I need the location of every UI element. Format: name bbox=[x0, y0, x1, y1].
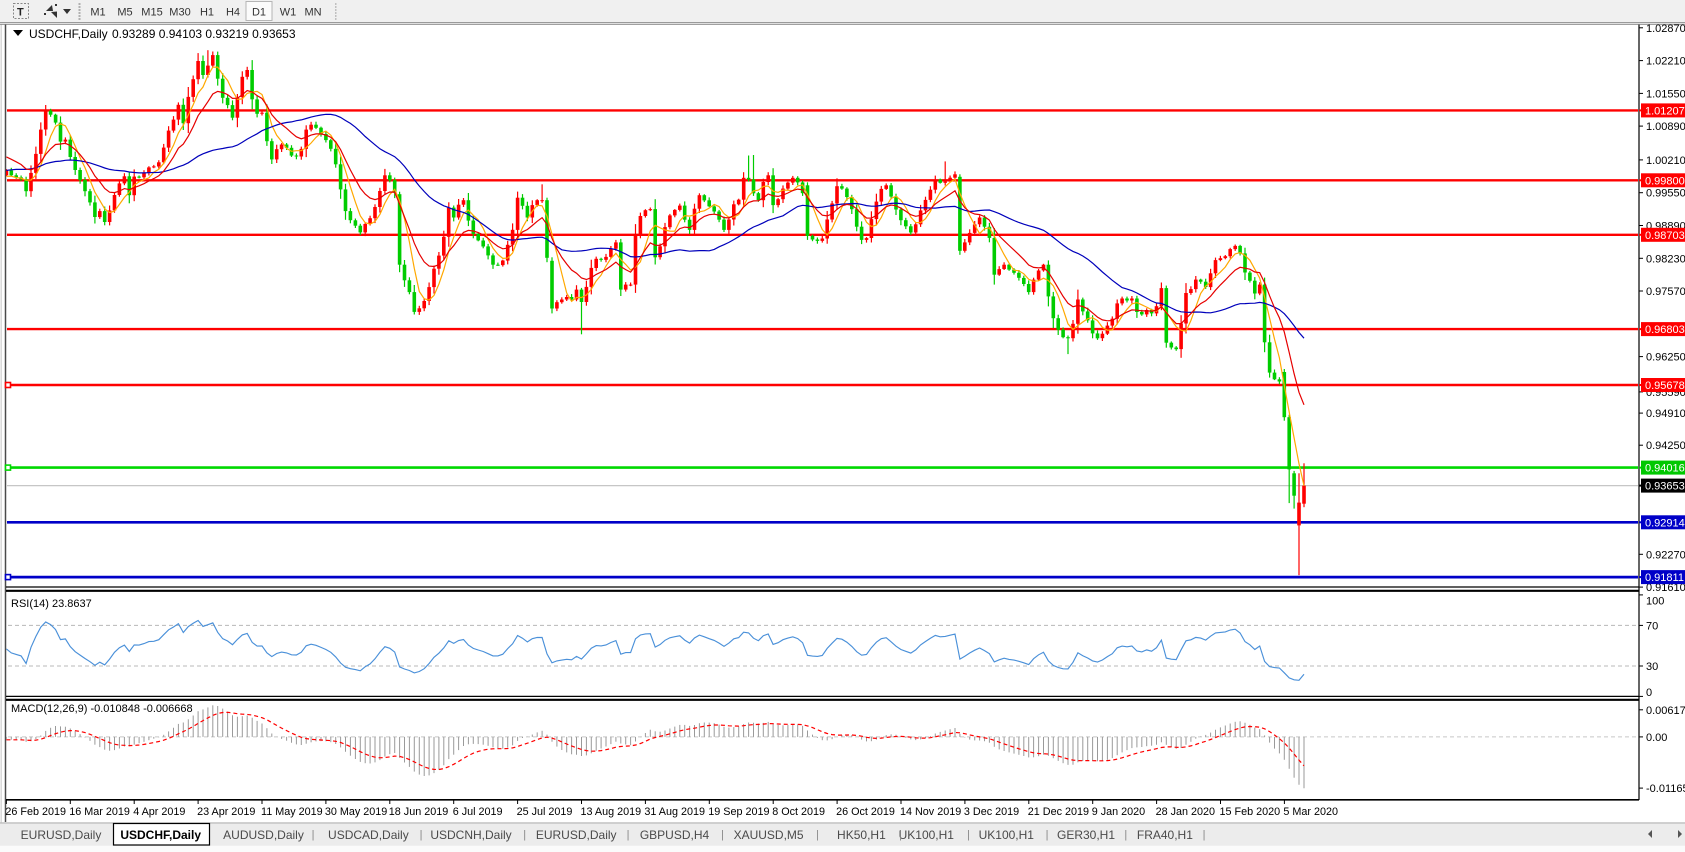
svg-text:0.97570: 0.97570 bbox=[1646, 286, 1685, 298]
svg-text:M1: M1 bbox=[90, 7, 105, 19]
svg-text:5 Mar 2020: 5 Mar 2020 bbox=[1283, 806, 1338, 818]
svg-text:15 Feb 2020: 15 Feb 2020 bbox=[1220, 806, 1281, 818]
svg-text:16 Mar 2019: 16 Mar 2019 bbox=[69, 806, 130, 818]
svg-text:M30: M30 bbox=[169, 7, 190, 19]
svg-text:|: | bbox=[420, 829, 423, 841]
svg-text:1.00890: 1.00890 bbox=[1646, 121, 1685, 133]
svg-text:HK50,H1: HK50,H1 bbox=[837, 828, 886, 842]
svg-text:UK100,H1: UK100,H1 bbox=[979, 828, 1035, 842]
svg-text:RSI(14) 23.8637: RSI(14) 23.8637 bbox=[11, 598, 92, 610]
svg-text:EURUSD,Daily: EURUSD,Daily bbox=[21, 828, 102, 842]
svg-text:H1: H1 bbox=[200, 7, 214, 19]
svg-text:0.00: 0.00 bbox=[1646, 732, 1667, 744]
svg-text:|: | bbox=[816, 829, 819, 841]
svg-text:0: 0 bbox=[1646, 687, 1652, 699]
svg-text:14 Nov 2019: 14 Nov 2019 bbox=[900, 806, 961, 818]
svg-text:UK100,H1: UK100,H1 bbox=[899, 828, 955, 842]
svg-text:USDCHF,Daily: USDCHF,Daily bbox=[29, 27, 108, 41]
svg-text:-0.011658: -0.011658 bbox=[1646, 783, 1685, 795]
svg-text:28 Jan 2020: 28 Jan 2020 bbox=[1156, 806, 1215, 818]
svg-text:1.00210: 1.00210 bbox=[1646, 155, 1685, 167]
svg-text:13 Aug 2019: 13 Aug 2019 bbox=[581, 806, 642, 818]
svg-text:USDCHF,Daily: USDCHF,Daily bbox=[120, 828, 201, 842]
svg-text:|: | bbox=[967, 829, 970, 841]
svg-text:H4: H4 bbox=[226, 7, 240, 19]
svg-text:25 Jul 2019: 25 Jul 2019 bbox=[517, 806, 573, 818]
svg-text:0.99550: 0.99550 bbox=[1646, 188, 1685, 200]
svg-text:0.94250: 0.94250 bbox=[1646, 440, 1685, 452]
svg-text:30: 30 bbox=[1646, 661, 1658, 673]
svg-text:18 Jun 2019: 18 Jun 2019 bbox=[389, 806, 448, 818]
svg-text:1.01550: 1.01550 bbox=[1646, 88, 1685, 100]
svg-text:|: | bbox=[899, 829, 902, 841]
svg-text:0.006173: 0.006173 bbox=[1646, 705, 1685, 717]
svg-text:26 Oct 2019: 26 Oct 2019 bbox=[836, 806, 895, 818]
svg-text:6 Jul 2019: 6 Jul 2019 bbox=[453, 806, 503, 818]
svg-text:11 May 2019: 11 May 2019 bbox=[261, 806, 323, 818]
svg-text:|: | bbox=[1203, 829, 1206, 841]
svg-text:26 Feb 2019: 26 Feb 2019 bbox=[5, 806, 66, 818]
svg-text:XAUUSD,M5: XAUUSD,M5 bbox=[734, 828, 804, 842]
svg-text:19 Sep 2019: 19 Sep 2019 bbox=[708, 806, 769, 818]
svg-text:USDCNH,Daily: USDCNH,Daily bbox=[430, 828, 511, 842]
svg-text:1.02870: 1.02870 bbox=[1646, 23, 1685, 35]
svg-text:0.99800: 0.99800 bbox=[1645, 175, 1685, 187]
svg-text:0.93289 0.94103 0.93219 0.9365: 0.93289 0.94103 0.93219 0.93653 bbox=[112, 27, 296, 41]
svg-text:30 May 2019: 30 May 2019 bbox=[325, 806, 387, 818]
svg-text:|: | bbox=[1124, 829, 1127, 841]
svg-text:0.96803: 0.96803 bbox=[1645, 324, 1685, 336]
svg-text:31 Aug 2019: 31 Aug 2019 bbox=[644, 806, 705, 818]
svg-text:FRA40,H1: FRA40,H1 bbox=[1137, 828, 1193, 842]
svg-text:0.98230: 0.98230 bbox=[1646, 253, 1685, 265]
svg-text:0.95678: 0.95678 bbox=[1645, 380, 1685, 392]
svg-text:1.01207: 1.01207 bbox=[1645, 105, 1685, 117]
svg-text:0.98703: 0.98703 bbox=[1645, 230, 1685, 242]
svg-text:1.02210: 1.02210 bbox=[1646, 56, 1685, 68]
svg-text:3 Dec 2019: 3 Dec 2019 bbox=[964, 806, 1019, 818]
svg-text:EURUSD,Daily: EURUSD,Daily bbox=[536, 828, 617, 842]
svg-text:|: | bbox=[1046, 829, 1049, 841]
svg-text:|: | bbox=[627, 829, 630, 841]
svg-text:8 Oct 2019: 8 Oct 2019 bbox=[772, 806, 825, 818]
svg-text:AUDUSD,Daily: AUDUSD,Daily bbox=[223, 828, 304, 842]
svg-text:GER30,H1: GER30,H1 bbox=[1057, 828, 1115, 842]
svg-text:W1: W1 bbox=[280, 7, 297, 19]
svg-text:0.91811: 0.91811 bbox=[1645, 572, 1684, 584]
svg-text:9 Jan 2020: 9 Jan 2020 bbox=[1092, 806, 1145, 818]
svg-text:21 Dec 2019: 21 Dec 2019 bbox=[1028, 806, 1089, 818]
svg-text:|: | bbox=[721, 829, 724, 841]
svg-text:0.92270: 0.92270 bbox=[1646, 549, 1685, 561]
svg-text:0.94016: 0.94016 bbox=[1645, 463, 1685, 475]
svg-text:D1: D1 bbox=[252, 7, 266, 19]
svg-text:0.94910: 0.94910 bbox=[1646, 408, 1685, 420]
svg-text:MN: MN bbox=[304, 7, 321, 19]
svg-text:100: 100 bbox=[1646, 596, 1664, 608]
svg-text:0.93653: 0.93653 bbox=[1645, 481, 1685, 493]
svg-text:0.92914: 0.92914 bbox=[1645, 517, 1685, 529]
svg-text:USDCAD,Daily: USDCAD,Daily bbox=[328, 828, 409, 842]
svg-text:T: T bbox=[17, 7, 24, 19]
svg-text:0.96250: 0.96250 bbox=[1646, 352, 1685, 364]
svg-text:MACD(12,26,9) -0.010848 -0.006: MACD(12,26,9) -0.010848 -0.006668 bbox=[11, 703, 193, 715]
svg-text:|: | bbox=[312, 829, 315, 841]
svg-text:70: 70 bbox=[1646, 620, 1658, 632]
svg-text:0.91610: 0.91610 bbox=[1646, 582, 1685, 594]
svg-text:4 Apr 2019: 4 Apr 2019 bbox=[133, 806, 185, 818]
svg-text:M15: M15 bbox=[141, 7, 162, 19]
svg-text:|: | bbox=[523, 829, 526, 841]
svg-text:M5: M5 bbox=[117, 7, 132, 19]
svg-text:GBPUSD,H4: GBPUSD,H4 bbox=[640, 828, 710, 842]
svg-text:23 Apr 2019: 23 Apr 2019 bbox=[197, 806, 255, 818]
